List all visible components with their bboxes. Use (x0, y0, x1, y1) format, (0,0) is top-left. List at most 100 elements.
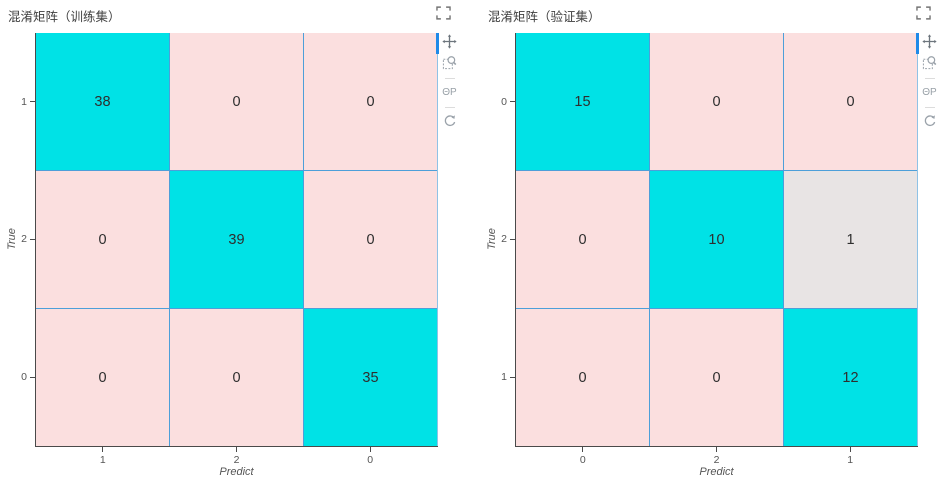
cell-value: 0 (366, 93, 375, 110)
x-tick: 1 (783, 447, 917, 466)
y-tick: 1 (0, 33, 35, 171)
box-zoom-tool-button[interactable] (921, 56, 938, 72)
y-axis-line (35, 33, 36, 447)
matrix-cell: 10 (650, 171, 783, 308)
toolbar-separator (444, 78, 455, 79)
y-tick-label: 2 (21, 233, 27, 246)
y-tick-label: 2 (501, 233, 507, 246)
x-axis: 1 2 0 (36, 447, 437, 466)
fullscreen-expand-button[interactable] (435, 5, 452, 23)
fullscreen-expand-icon (916, 5, 931, 23)
fullscreen-expand-icon (436, 5, 451, 23)
y-tick-mark (30, 238, 35, 240)
panel-title-train: 混淆矩阵（训练集） (8, 10, 121, 24)
cell-value: 10 (708, 231, 725, 248)
y-tick: 2 (480, 171, 515, 309)
confusion-matrix-plot[interactable]: 15 0 0 0 10 1 0 0 12 (516, 33, 917, 446)
pan-move-icon (442, 34, 457, 52)
plot-right-border (917, 33, 918, 446)
x-axis-line (515, 446, 918, 447)
confusion-matrix-plot[interactable]: 38 0 0 0 39 0 0 0 35 (36, 33, 437, 446)
x-tick-label: 1 (847, 454, 854, 466)
y-tick-mark (510, 238, 515, 240)
panel-title-validation: 混淆矩阵（验证集） (488, 10, 601, 24)
y-tick-mark (30, 376, 35, 378)
cell-value: 0 (712, 369, 721, 386)
reset-tool-button[interactable] (921, 114, 938, 130)
matrix-cell: 0 (304, 33, 437, 170)
x-tick-mark (849, 447, 851, 452)
toolbar-separator (924, 107, 935, 108)
panel-confusion-matrix-validation: 混淆矩阵（验证集） True 0 2 1 15 (480, 0, 951, 482)
toolbar-separator (444, 107, 455, 108)
cell-value: 0 (846, 93, 855, 110)
y-tick: 0 (0, 308, 35, 446)
cell-value: 35 (362, 369, 379, 386)
matrix-cell: 1 (784, 171, 917, 308)
cell-value: 15 (574, 93, 591, 110)
cell-value: 0 (232, 93, 241, 110)
y-tick: 2 (0, 171, 35, 309)
matrix-cell: 35 (304, 309, 437, 446)
x-tick: 1 (36, 447, 170, 466)
matrix-cell: 39 (170, 171, 303, 308)
y-tick-mark (30, 101, 35, 103)
cell-value: 12 (842, 369, 859, 386)
y-tick-mark (510, 101, 515, 103)
plot-toolbar: ΘΡ (916, 33, 938, 130)
save-tool-icon: ΘΡ (922, 87, 937, 98)
y-axis: 1 2 0 (0, 33, 35, 446)
x-axis-line (35, 446, 438, 447)
cell-value: 0 (232, 369, 241, 386)
x-tick-label: 1 (99, 454, 106, 466)
x-tick-label: 0 (367, 454, 374, 466)
reset-refresh-icon (923, 114, 937, 131)
x-tick: 0 (516, 447, 650, 466)
pan-move-icon (922, 34, 937, 52)
x-tick-mark (102, 447, 104, 452)
y-tick-mark (510, 376, 515, 378)
x-tick-label: 2 (713, 454, 720, 466)
pan-tool-button[interactable] (436, 33, 458, 54)
x-tick-mark (715, 447, 717, 452)
fullscreen-expand-button[interactable] (915, 5, 932, 23)
cell-value: 0 (98, 231, 107, 248)
matrix-cell: 0 (170, 33, 303, 170)
cell-value: 0 (578, 369, 587, 386)
y-tick-label: 0 (501, 95, 507, 108)
toolbar-separator (924, 78, 935, 79)
x-tick-mark (582, 447, 584, 452)
matrix-cell: 0 (170, 309, 303, 446)
cell-value: 0 (98, 369, 107, 386)
matrix-cell: 15 (516, 33, 649, 170)
reset-refresh-icon (443, 114, 457, 131)
matrix-cell: 0 (36, 171, 169, 308)
plot-right-border (437, 33, 438, 446)
x-tick-mark (369, 447, 371, 452)
active-tool-indicator (436, 33, 439, 54)
x-tick-mark (235, 447, 237, 452)
matrix-cell: 0 (650, 309, 783, 446)
x-axis-label: Predict (219, 466, 254, 478)
matrix-cell: 0 (784, 33, 917, 170)
box-zoom-tool-button[interactable] (441, 56, 458, 72)
x-axis: 0 2 1 (516, 447, 917, 466)
y-tick-label: 0 (21, 371, 27, 384)
x-tick: 0 (303, 447, 437, 466)
cell-value: 1 (846, 231, 855, 248)
pan-tool-button[interactable] (916, 33, 938, 54)
y-axis-line (515, 33, 516, 447)
reset-tool-button[interactable] (441, 114, 458, 130)
y-tick: 0 (480, 33, 515, 171)
matrix-cell: 0 (650, 33, 783, 170)
x-tick-label: 2 (233, 454, 240, 466)
save-tool-button[interactable]: ΘΡ (921, 85, 938, 101)
cell-value: 38 (94, 93, 111, 110)
save-tool-icon: ΘΡ (442, 87, 457, 98)
y-tick: 1 (480, 308, 515, 446)
save-tool-button[interactable]: ΘΡ (441, 85, 458, 101)
cell-value: 39 (228, 231, 245, 248)
matrix-cell: 0 (36, 309, 169, 446)
panel-confusion-matrix-train: 混淆矩阵（训练集） True 1 2 0 38 (0, 0, 475, 482)
